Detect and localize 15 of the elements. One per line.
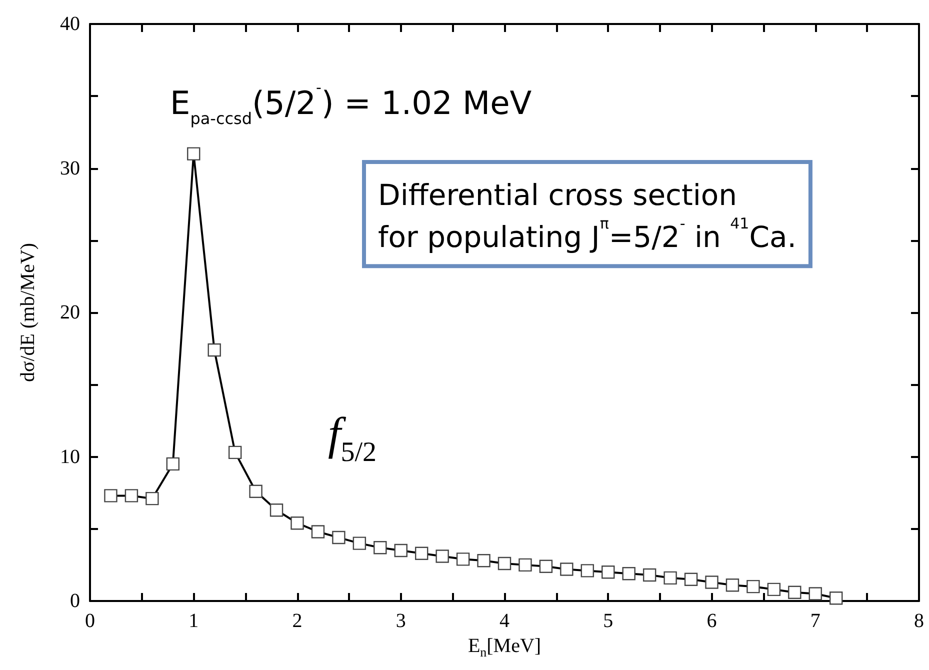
x-tick-label: 0 (85, 610, 95, 632)
x-tick-label: 2 (292, 610, 302, 632)
y-tick-label: 10 (60, 446, 80, 468)
x-tick-label: 6 (706, 610, 717, 632)
x-tick-label: 3 (396, 610, 406, 632)
x-tick-label: 1 (188, 610, 199, 632)
x-tick-label: 4 (500, 610, 510, 632)
y-tick-label: 40 (60, 13, 80, 35)
y-tick-label: 0 (70, 590, 80, 612)
x-tick-label: 5 (603, 610, 614, 632)
y-tick-label: 30 (60, 157, 80, 180)
x-tick-label: 7 (810, 610, 820, 632)
y-tick-label: 20 (60, 302, 80, 324)
y-axis-title: dσ/dE (mb/MeV) (17, 242, 39, 382)
x-tick-label: 8 (914, 610, 924, 632)
